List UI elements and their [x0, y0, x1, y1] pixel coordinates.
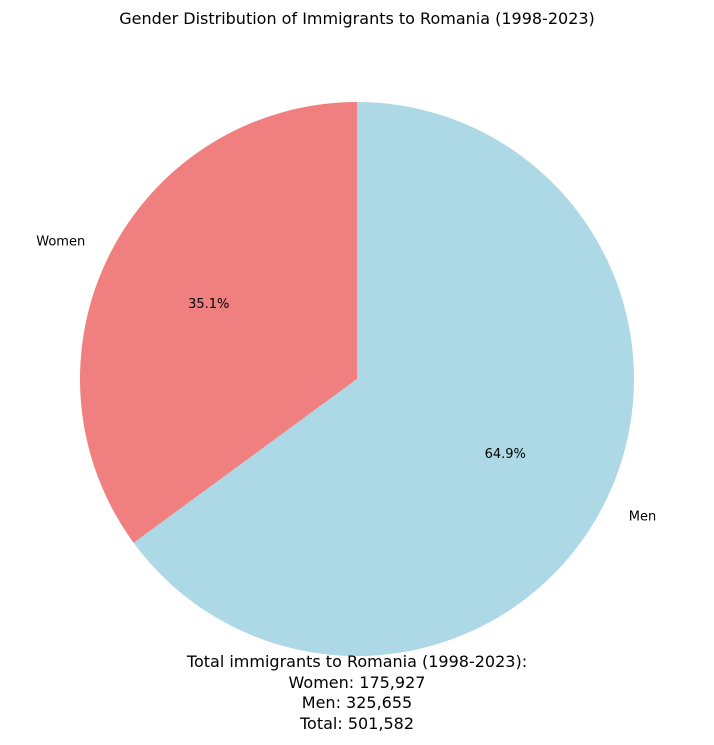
pie-slice-men	[133, 102, 634, 656]
summary-text-block: Total immigrants to Romania (1998-2023):…	[0, 652, 714, 734]
summary-men: Men: 325,655	[301, 693, 413, 712]
pie-labels: Women 35.1% Men 64.9%	[36, 234, 656, 524]
chart-title: Gender Distribution of Immigrants to Rom…	[119, 9, 595, 28]
slice-label-men: Men	[629, 510, 656, 525]
percent-label-women: 35.1%	[188, 297, 229, 312]
pie-slice-women	[80, 102, 357, 543]
percent-label-men: 64.9%	[485, 447, 526, 462]
summary-heading: Total immigrants to Romania (1998-2023):	[186, 652, 528, 671]
pie-slices	[80, 102, 634, 656]
summary-women: Women: 175,927	[288, 672, 426, 692]
summary-total: Total: 501,582	[299, 713, 414, 733]
slice-label-women: Women	[36, 234, 85, 249]
